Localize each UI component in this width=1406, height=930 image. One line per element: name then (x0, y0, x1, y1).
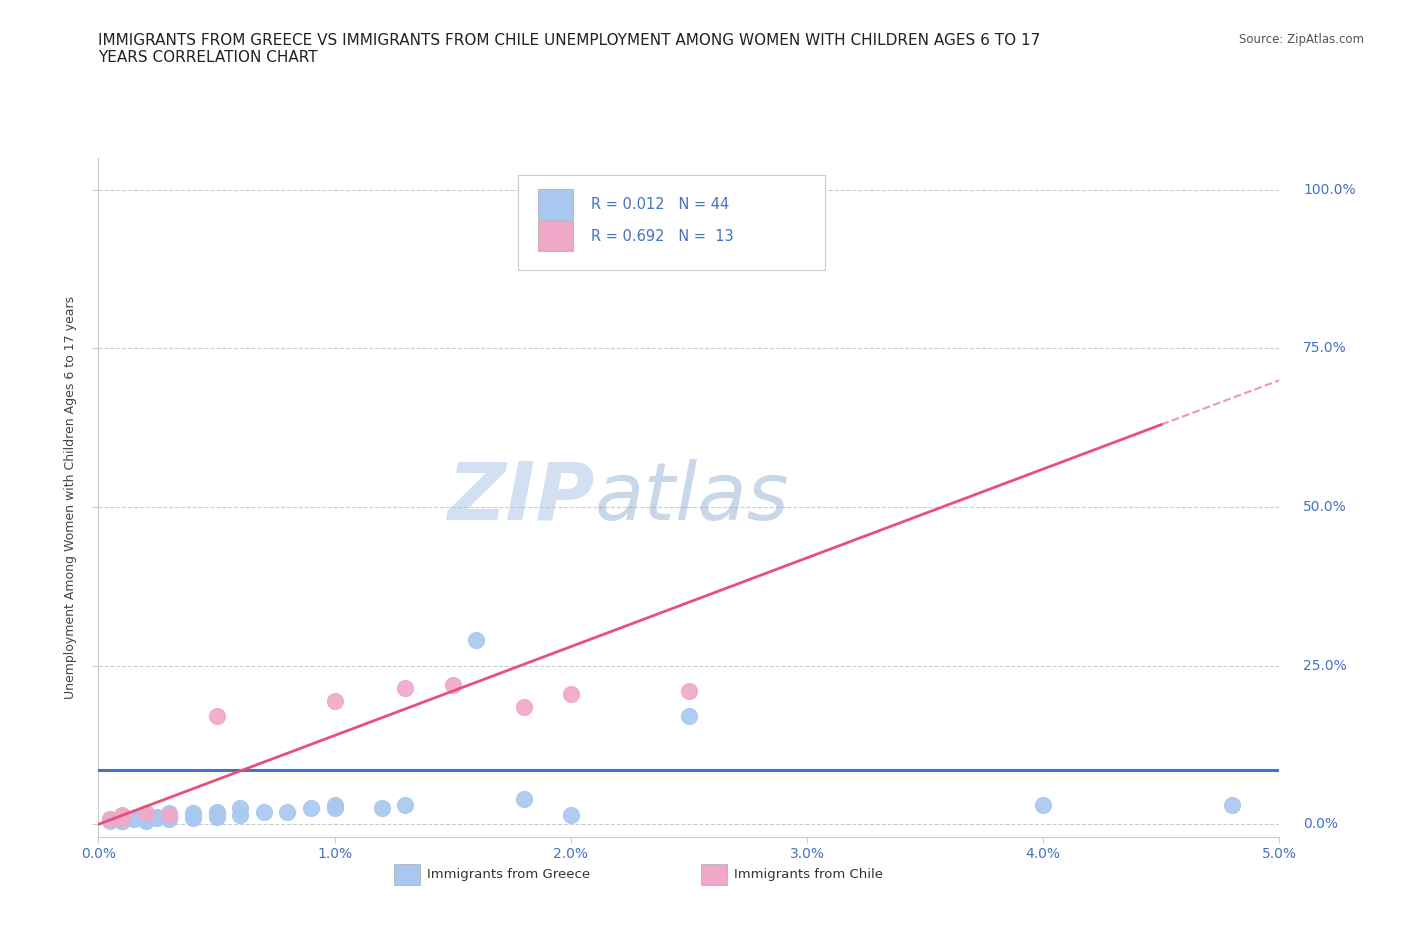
FancyBboxPatch shape (394, 864, 419, 884)
Point (135, 807, 157, 822)
Y-axis label: Unemployment Among Women with Children Ages 6 to 17 years: Unemployment Among Women with Children A… (63, 296, 77, 699)
Point (146, 809, 169, 824)
Point (111, 809, 134, 824)
Point (205, 809, 228, 824)
Point (157, 811, 180, 826)
Point (229, 801, 252, 816)
Point (157, 805, 180, 820)
Point (678, 709, 700, 724)
Point (441, 677, 464, 692)
Point (465, 633, 488, 648)
Point (371, 801, 394, 816)
Point (560, 686, 582, 701)
Point (323, 801, 346, 816)
Point (146, 811, 169, 826)
Point (512, 699, 534, 714)
Point (157, 807, 180, 822)
Point (111, 814, 134, 829)
Point (1032, 798, 1054, 813)
Point (796, 182, 818, 197)
FancyBboxPatch shape (517, 175, 825, 270)
Point (181, 805, 204, 820)
Point (205, 807, 228, 822)
Point (1220, 798, 1243, 813)
Point (111, 812, 134, 827)
Text: 0.0%: 0.0% (1303, 817, 1339, 831)
Text: R = 0.692   N =  13: R = 0.692 N = 13 (591, 229, 734, 244)
Text: R = 0.012   N = 44: R = 0.012 N = 44 (591, 197, 730, 212)
Point (98, 814, 121, 829)
Point (135, 805, 157, 820)
Point (157, 812, 180, 827)
Point (394, 798, 416, 813)
Point (135, 809, 157, 824)
Text: 25.0%: 25.0% (1303, 658, 1347, 672)
Point (135, 811, 157, 826)
Text: ZIP: ZIP (447, 458, 595, 537)
Text: 75.0%: 75.0% (1303, 341, 1347, 355)
Point (122, 811, 145, 826)
Text: 50.0%: 50.0% (1303, 500, 1347, 514)
Point (135, 814, 157, 829)
Point (181, 807, 204, 822)
Point (111, 811, 134, 826)
Point (205, 709, 228, 724)
Point (111, 811, 134, 826)
Point (111, 807, 134, 822)
Point (205, 804, 228, 819)
Text: 100.0%: 100.0% (1303, 183, 1355, 197)
Point (135, 812, 157, 827)
Point (678, 684, 700, 698)
Text: IMMIGRANTS FROM GREECE VS IMMIGRANTS FROM CHILE UNEMPLOYMENT AMONG WOMEN WITH CH: IMMIGRANTS FROM GREECE VS IMMIGRANTS FRO… (98, 33, 1040, 65)
Point (98, 812, 121, 827)
Point (276, 804, 298, 819)
Point (323, 798, 346, 813)
Point (135, 811, 157, 826)
Point (394, 681, 416, 696)
Text: atlas: atlas (595, 458, 789, 537)
Point (323, 693, 346, 708)
Point (98, 812, 121, 827)
Point (111, 814, 134, 829)
Point (157, 807, 180, 822)
Point (157, 807, 180, 822)
Point (181, 811, 204, 826)
Text: Source: ZipAtlas.com: Source: ZipAtlas.com (1239, 33, 1364, 46)
FancyBboxPatch shape (700, 864, 727, 884)
Point (299, 801, 322, 816)
Point (122, 812, 145, 827)
FancyBboxPatch shape (537, 189, 574, 219)
Text: Immigrants from Chile: Immigrants from Chile (734, 868, 883, 881)
Text: Immigrants from Greece: Immigrants from Greece (427, 868, 591, 881)
FancyBboxPatch shape (537, 221, 574, 251)
Point (157, 809, 180, 824)
Point (512, 791, 534, 806)
Point (253, 804, 276, 819)
Point (560, 807, 582, 822)
Point (229, 807, 252, 822)
